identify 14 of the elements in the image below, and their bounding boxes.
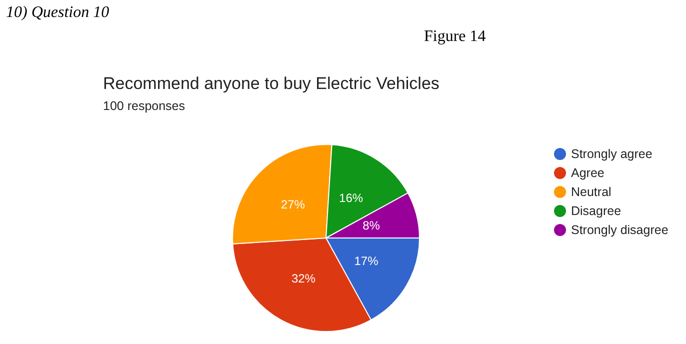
chart-subtitle: 100 responses [103,99,186,113]
data-label: 27% [280,197,306,212]
data-label: 8% [362,218,380,233]
legend-label: Agree [571,166,604,180]
chart-title: Recommend anyone to buy Electric Vehicles [103,74,440,94]
legend-label: Strongly agree [571,146,652,160]
text: 10) Question 10 [6,4,110,22]
legend-label: Disagree [571,204,622,218]
legend-label: Neutral [571,184,612,198]
data-label: 17% [354,254,379,268]
data-label: 16% [339,190,364,205]
caption: Figure 14 [424,28,486,46]
data-label: 32% [291,271,316,286]
legend-label: Strongly disagree [571,222,668,236]
